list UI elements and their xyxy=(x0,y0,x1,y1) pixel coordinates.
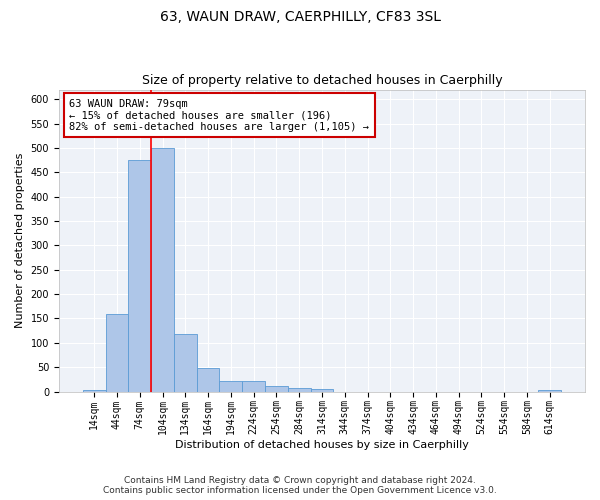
Text: 63 WAUN DRAW: 79sqm
← 15% of detached houses are smaller (196)
82% of semi-detac: 63 WAUN DRAW: 79sqm ← 15% of detached ho… xyxy=(70,98,370,132)
Title: Size of property relative to detached houses in Caerphilly: Size of property relative to detached ho… xyxy=(142,74,502,87)
Bar xyxy=(288,388,311,392)
Bar xyxy=(311,388,334,392)
Y-axis label: Number of detached properties: Number of detached properties xyxy=(15,153,25,328)
Bar xyxy=(83,390,106,392)
Bar xyxy=(538,390,561,392)
X-axis label: Distribution of detached houses by size in Caerphilly: Distribution of detached houses by size … xyxy=(175,440,469,450)
Bar xyxy=(106,314,128,392)
Bar xyxy=(174,334,197,392)
Bar xyxy=(265,386,288,392)
Bar xyxy=(151,148,174,392)
Bar xyxy=(220,381,242,392)
Text: Contains HM Land Registry data © Crown copyright and database right 2024.
Contai: Contains HM Land Registry data © Crown c… xyxy=(103,476,497,495)
Bar xyxy=(197,368,220,392)
Bar xyxy=(242,381,265,392)
Bar xyxy=(128,160,151,392)
Text: 63, WAUN DRAW, CAERPHILLY, CF83 3SL: 63, WAUN DRAW, CAERPHILLY, CF83 3SL xyxy=(160,10,440,24)
